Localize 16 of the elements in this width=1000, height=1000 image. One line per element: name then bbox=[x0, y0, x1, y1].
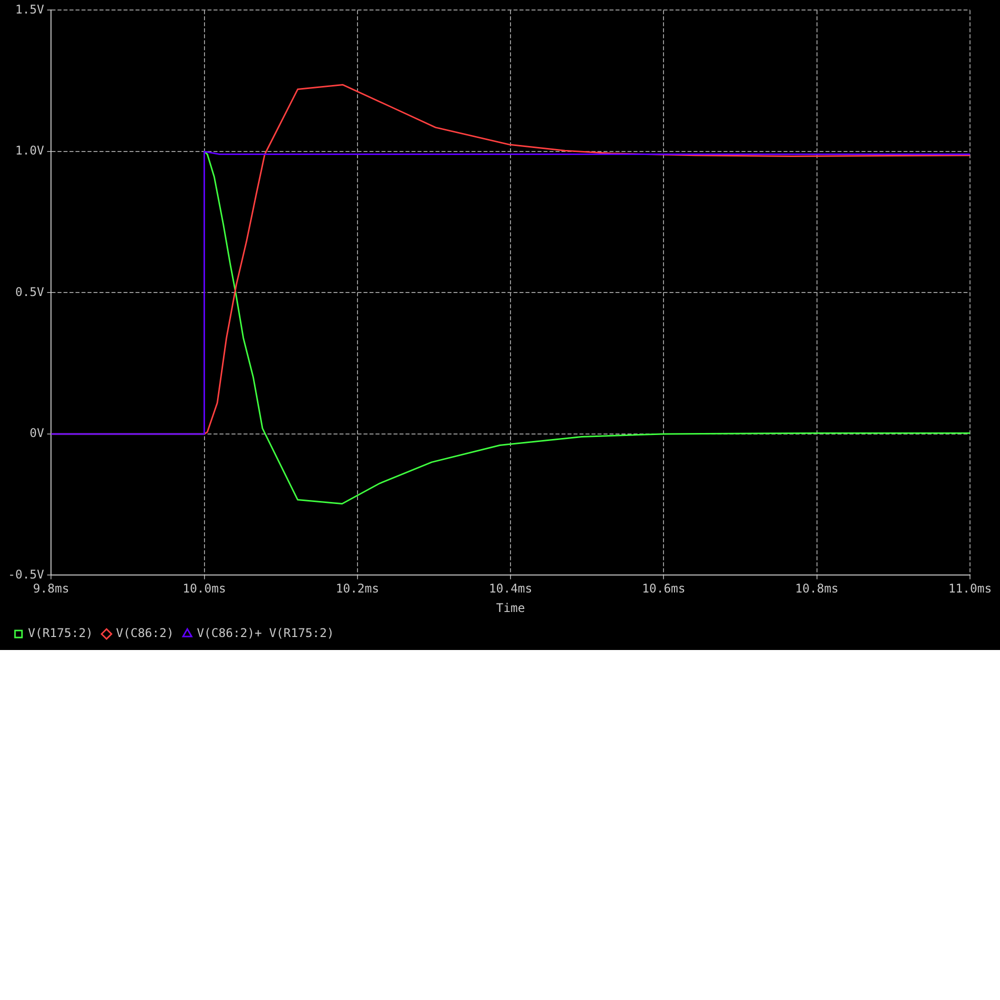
x-axis-title: Time bbox=[496, 600, 526, 615]
x-tick-label: 10.4ms bbox=[488, 582, 532, 596]
legend-label: V(C86:2) bbox=[116, 626, 174, 640]
y-tick-label: 1.5V bbox=[15, 2, 44, 16]
y-tick-label: 0.5V bbox=[15, 284, 44, 299]
x-tick-label: 10.2ms bbox=[336, 582, 380, 596]
x-tick-label: 9.8ms bbox=[33, 582, 70, 596]
y-tick-label: -0.5V bbox=[8, 567, 44, 582]
x-tick-label: 10.0ms bbox=[182, 582, 226, 596]
legend-label: V(C86:2)+ V(R175:2) bbox=[196, 626, 334, 640]
x-tick-label: 10.8ms bbox=[795, 582, 839, 596]
y-tick-label: 0V bbox=[30, 426, 44, 440]
x-tick-label: 11.0ms bbox=[948, 582, 992, 596]
legend-label: V(R175:2) bbox=[28, 626, 94, 640]
x-tick-label: 10.6ms bbox=[642, 582, 686, 596]
y-tick-label: 1.0V bbox=[15, 144, 44, 158]
